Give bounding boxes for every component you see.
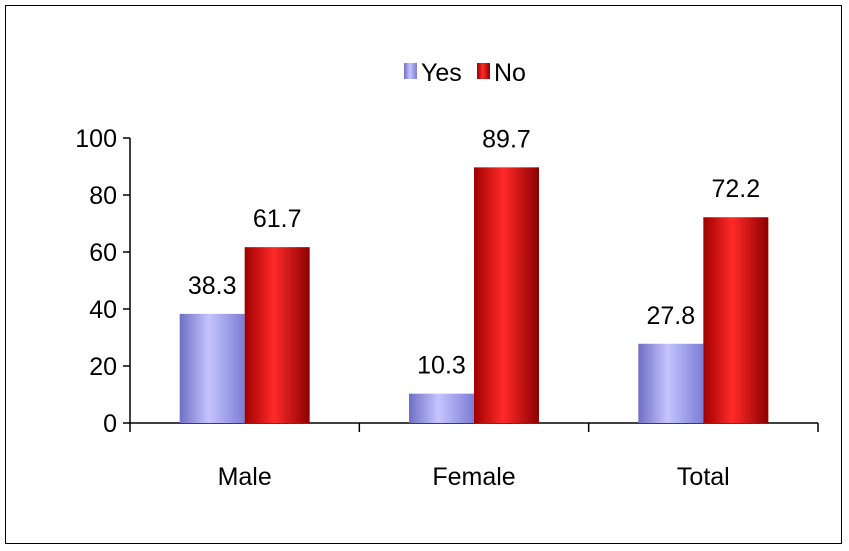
legend-swatch-yes bbox=[404, 63, 417, 79]
legend-swatch-no bbox=[477, 63, 490, 79]
y-tick-label: 60 bbox=[89, 239, 117, 267]
data-labels: 38.3 61.7 10.3 89.7 27.8 72.2 bbox=[188, 125, 760, 379]
bar-yes bbox=[638, 343, 704, 423]
data-label: 38.3 bbox=[188, 272, 237, 300]
bar-yes bbox=[179, 313, 245, 423]
y-tick-label: 40 bbox=[89, 296, 117, 324]
x-tick-label: Female bbox=[432, 463, 515, 491]
bar-no bbox=[703, 217, 769, 423]
bars bbox=[179, 167, 769, 423]
bar-yes bbox=[409, 393, 474, 423]
y-tick-label: 20 bbox=[89, 353, 117, 381]
data-label: 89.7 bbox=[482, 125, 531, 153]
y-tick-label: 80 bbox=[89, 182, 117, 210]
data-label: 61.7 bbox=[253, 205, 302, 233]
y-tick-label: 0 bbox=[103, 410, 117, 438]
y-tick-label: 100 bbox=[75, 125, 117, 153]
x-tick-label: Total bbox=[677, 463, 730, 491]
bar-no bbox=[474, 167, 539, 423]
legend: Yes No bbox=[404, 59, 526, 87]
legend-label-yes: Yes bbox=[421, 59, 462, 87]
data-label: 72.2 bbox=[711, 175, 760, 203]
legend-label-no: No bbox=[494, 59, 526, 87]
data-label: 27.8 bbox=[646, 302, 695, 330]
bar-no bbox=[244, 247, 310, 423]
data-label: 10.3 bbox=[417, 352, 466, 380]
chart-frame bbox=[5, 5, 842, 544]
x-tick-label: Male bbox=[218, 463, 272, 491]
